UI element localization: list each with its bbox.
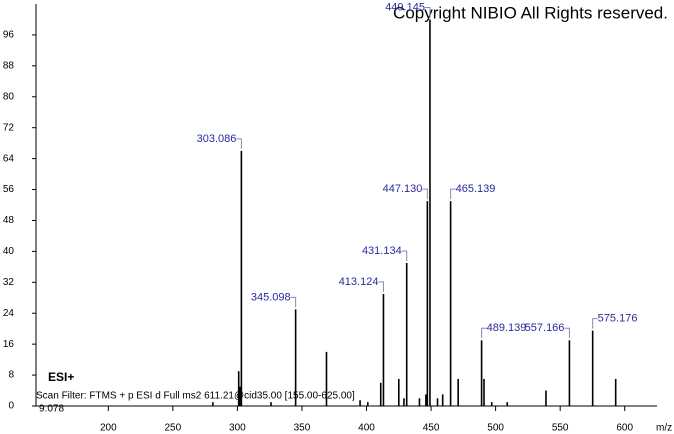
y-tick-label: 88 xyxy=(3,60,15,71)
label-leader xyxy=(401,250,408,261)
label-leader xyxy=(564,327,570,339)
x-axis-label: m/z xyxy=(656,423,672,434)
x-tick-label: 200 xyxy=(100,423,117,434)
peak-label: 447.130 xyxy=(383,183,423,195)
y-tick-label: 80 xyxy=(3,91,15,102)
y-tick-label: 72 xyxy=(3,122,15,133)
y-tick-label: 8 xyxy=(8,370,14,381)
label-leader xyxy=(236,138,242,149)
peak-label: 465.139 xyxy=(456,183,496,195)
scan-filter: Scan Filter: FTMS + p ESI d Full ms2 611… xyxy=(36,391,355,402)
y-tick-label: 48 xyxy=(3,215,15,226)
y-tick-label: 56 xyxy=(3,184,15,195)
y-tick-label: 64 xyxy=(3,153,15,164)
label-leader xyxy=(290,296,297,308)
copyright: Copyright NIBIO All Rights reserved. xyxy=(393,3,668,22)
x-tick-label: 600 xyxy=(616,423,633,434)
label-leader xyxy=(424,6,431,18)
y-tick-label: 32 xyxy=(3,277,15,288)
peak-label: 413.124 xyxy=(339,276,379,288)
label-leader xyxy=(422,188,428,200)
peak-label: 449.145 xyxy=(385,1,425,13)
x-tick-label: 350 xyxy=(294,423,311,434)
y-tick-label: 0 xyxy=(8,401,14,412)
ion-mode: ESI+ xyxy=(48,370,74,384)
retention-time: 9.078 xyxy=(39,404,64,415)
x-tick-label: 400 xyxy=(358,423,375,434)
y-tick-label: 40 xyxy=(3,246,15,257)
peak-label: 431.134 xyxy=(362,245,402,257)
label-leader xyxy=(592,318,598,329)
y-tick-label: 16 xyxy=(3,339,15,350)
peak-label: 557.166 xyxy=(525,322,565,334)
x-tick-label: 450 xyxy=(423,423,440,434)
label-leader xyxy=(481,327,487,339)
label-leader xyxy=(450,188,456,200)
label-leader xyxy=(378,281,384,292)
peak-label: 303.086 xyxy=(197,133,237,145)
peak-label: 489.139 xyxy=(487,322,527,334)
x-tick-label: 500 xyxy=(487,423,504,434)
x-tick-label: 250 xyxy=(165,423,182,434)
peak-label: 345.098 xyxy=(251,291,291,303)
y-tick-label: 96 xyxy=(3,30,15,41)
x-tick-label: 300 xyxy=(229,423,246,434)
peak-label: 575.176 xyxy=(598,313,638,325)
y-tick-label: 24 xyxy=(3,308,15,319)
x-tick-label: 550 xyxy=(552,423,569,434)
